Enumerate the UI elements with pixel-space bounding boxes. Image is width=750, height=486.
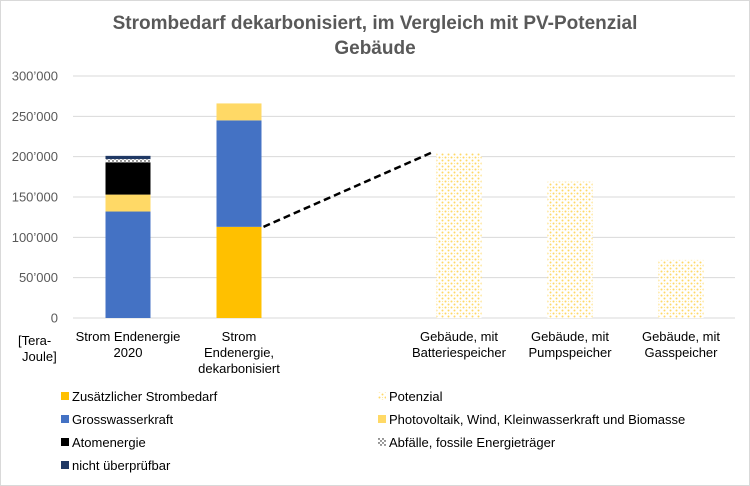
y-axis-ticks: 0 50’000 100’000 150’000 200’000 250’000 300’0… xyxy=(12,69,58,326)
bar-segment-gross xyxy=(216,120,262,227)
legend-label: Atomenergie xyxy=(72,435,146,450)
category-label: Strom xyxy=(222,329,257,344)
bar-segment-atom xyxy=(105,162,151,195)
category-label: Endenergie, xyxy=(204,345,274,360)
legend-swatch-nicht xyxy=(61,461,69,469)
legend-item: Abfälle, fossile Energieträger xyxy=(378,435,556,450)
chart-title-line-1: Strombedarf dekarbonisiert, im Vergleich… xyxy=(113,13,638,34)
legend: Zusätzlicher Strombedarf Grosswasserkraft… xyxy=(61,389,685,473)
y-tick-label: 50’000 xyxy=(19,270,58,285)
bar-segment-potenzial xyxy=(547,181,593,318)
connector-line xyxy=(262,151,433,228)
y-axis-unit-line-2: Joule] xyxy=(22,349,57,364)
bars xyxy=(105,103,704,318)
bar-segment-potenzial xyxy=(436,152,482,318)
bar-segment-zusatz xyxy=(216,226,262,318)
y-tick-label: 100’000 xyxy=(12,230,58,245)
category-label: Gasspeicher xyxy=(645,345,719,360)
legend-label: Photovoltaik, Wind, Kleinwasserkraft und… xyxy=(389,412,685,427)
chart-title-line-2: Gebäude xyxy=(334,38,415,59)
y-tick-label: 150’000 xyxy=(12,190,58,205)
legend-swatch-zusatz xyxy=(61,392,69,400)
legend-label: Zusätzlicher Strombedarf xyxy=(72,389,218,404)
legend-swatch-fossil xyxy=(378,438,386,446)
legend-label: Potenzial xyxy=(389,389,443,404)
category-label: Batteriespeicher xyxy=(412,345,507,360)
legend-swatch-potenzial xyxy=(378,392,386,400)
bar-segment-nicht xyxy=(105,155,151,160)
bar-segment-gross xyxy=(105,211,151,318)
category-label: Strom Endenergie xyxy=(76,329,181,344)
y-axis-unit-line-1: [Tera- xyxy=(18,333,51,348)
bar-segment-potenzial xyxy=(658,259,704,318)
legend-item: Atomenergie xyxy=(61,435,146,450)
legend-swatch-gross xyxy=(61,415,69,423)
legend-item: Photovoltaik, Wind, Kleinwasserkraft und… xyxy=(378,412,685,427)
legend-item: Grosswasserkraft xyxy=(61,412,174,427)
y-tick-label: 200’000 xyxy=(12,149,58,164)
legend-label: nicht überprüfbar xyxy=(72,458,171,473)
category-label: Pumpspeicher xyxy=(528,345,612,360)
legend-item: Potenzial xyxy=(378,389,443,404)
legend-label: Abfälle, fossile Energieträger xyxy=(389,435,556,450)
legend-label: Grosswasserkraft xyxy=(72,412,174,427)
y-tick-label: 0 xyxy=(51,311,58,326)
category-label: Gebäude, mit xyxy=(420,329,498,344)
y-tick-label: 300’000 xyxy=(12,69,58,84)
category-label: 2020 xyxy=(114,345,143,360)
category-label: dekarbonisiert xyxy=(198,361,280,376)
legend-item: nicht überprüfbar xyxy=(61,458,171,473)
bar-segment-pv xyxy=(105,194,151,212)
y-tick-label: 250’000 xyxy=(12,109,58,124)
legend-item: Zusätzlicher Strombedarf xyxy=(61,389,218,404)
category-label: Gebäude, mit xyxy=(531,329,609,344)
category-label: Gebäude, mit xyxy=(642,329,720,344)
bar-segment-pv xyxy=(216,103,262,121)
legend-swatch-atom xyxy=(61,438,69,446)
legend-swatch-pv xyxy=(378,415,386,423)
connector-dashed-line xyxy=(262,151,433,228)
bar-segment-fossil xyxy=(105,159,151,163)
gridlines xyxy=(73,75,735,319)
